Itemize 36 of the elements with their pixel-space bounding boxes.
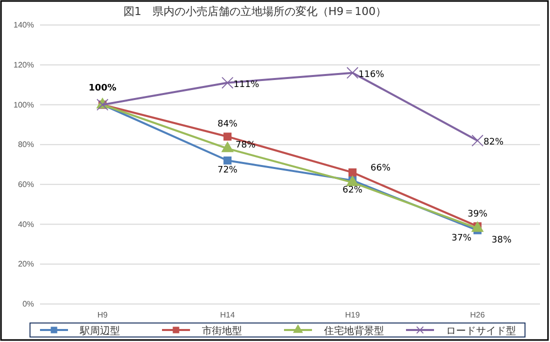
data-label: 72% [217, 166, 238, 176]
legend-label: 駅周辺型 [79, 325, 120, 337]
data-label: 37% [451, 233, 472, 244]
y-tick-label: 100% [14, 100, 34, 110]
data-label: 116% [358, 70, 385, 80]
point [222, 76, 234, 89]
legend-label: 市街地型 [202, 325, 242, 337]
data-label: 100% [88, 84, 116, 94]
data-label: 82% [484, 138, 504, 148]
y-tick-label: 40% [18, 220, 34, 229]
point [222, 142, 234, 152]
legend-label: 住宅地背景型 [324, 325, 384, 337]
x-tick-label: H19 [345, 310, 360, 320]
y-tick-label: 0% [22, 300, 34, 309]
y-tick-label: 80% [18, 140, 34, 150]
point [223, 132, 232, 141]
x-tick-label: H26 [470, 310, 486, 320]
data-label: 39% [467, 209, 488, 220]
y-tick-label: 60% [18, 180, 34, 189]
data-label: 62% [342, 185, 363, 196]
data-label: 84% [217, 120, 238, 130]
chart-title: 図1 県内の小売店舗の立地場所の変化（H9＝100） [123, 5, 387, 18]
point [346, 66, 358, 79]
y-tick-label: 140% [14, 20, 34, 30]
data-label: 38% [492, 235, 512, 246]
point [472, 134, 484, 147]
x-tick-label: H14 [220, 310, 236, 320]
data-label: 66% [370, 163, 391, 174]
y-tick-label: 120% [14, 60, 34, 70]
data-label: 78% [236, 140, 256, 151]
x-tick-label: H9 [97, 310, 108, 320]
point [348, 168, 357, 177]
data-label: 111% [234, 80, 260, 90]
y-tick-label: 20% [18, 260, 34, 269]
legend-label: ロードサイド型 [446, 325, 516, 337]
point [223, 156, 232, 165]
